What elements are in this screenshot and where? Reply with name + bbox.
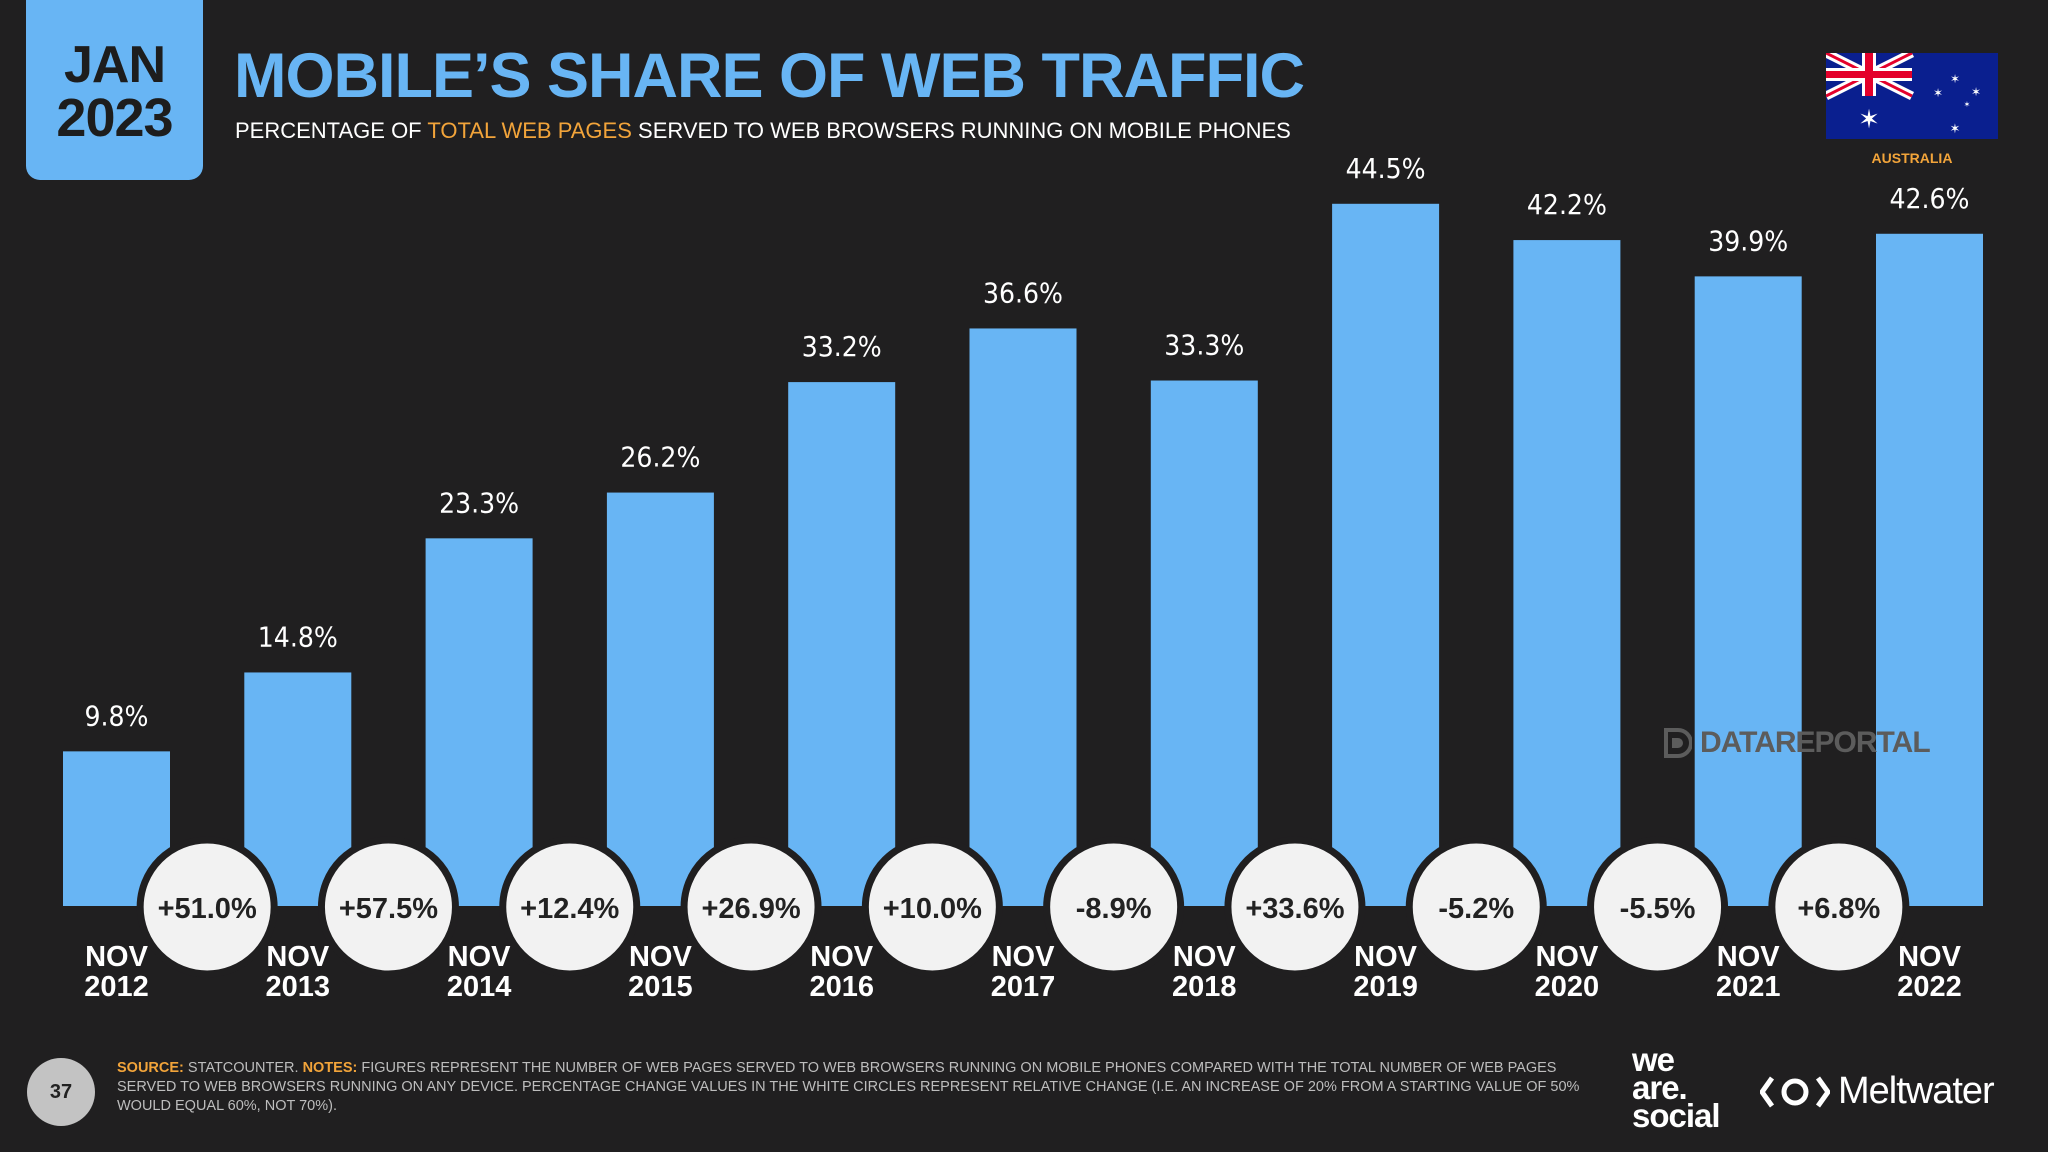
value-label-7: 44.5%	[1346, 152, 1426, 185]
change-circle-5	[1043, 836, 1185, 978]
svg-text:✶: ✶	[1971, 85, 1981, 99]
meltwater-text: Meltwater	[1838, 1070, 1995, 1112]
meltwater-mark-icon	[1760, 1076, 1830, 1107]
date-month: JAN	[63, 36, 166, 94]
change-label-6: +33.6%	[1245, 893, 1344, 925]
value-label-9: 39.9%	[1708, 224, 1788, 257]
change-circle-9	[1768, 836, 1910, 978]
svg-text:✶: ✶	[1950, 121, 1961, 136]
datareportal-watermark: DATAREPORTAL	[1662, 726, 1931, 760]
x-tick-month-5: NOV	[992, 941, 1056, 973]
brand-social: social	[1632, 1097, 1721, 1134]
value-label-0: 9.8%	[85, 699, 149, 732]
subtitle-post: SERVED TO WEB BROWSERS RUNNING ON MOBILE…	[631, 118, 1291, 143]
datareportal-logo-icon	[1664, 728, 1692, 758]
value-label-1: 14.8%	[258, 620, 338, 653]
bar-3	[606, 492, 714, 906]
page-number: 37	[27, 1058, 95, 1126]
svg-text:✶: ✶	[1858, 104, 1880, 134]
subtitle-pre: PERCENTAGE OF	[235, 118, 428, 143]
page-subtitle: PERCENTAGE OF TOTAL WEB PAGES SERVED TO …	[235, 118, 1291, 144]
change-label-3: +26.9%	[701, 893, 800, 925]
bar-8	[1513, 240, 1621, 907]
x-tick-year-8: 2020	[1535, 971, 1600, 1003]
x-tick-month-3: NOV	[629, 941, 693, 973]
x-tick-year-10: 2022	[1897, 971, 1962, 1003]
x-tick-year-6: 2018	[1172, 971, 1237, 1003]
change-circle-2	[499, 836, 641, 978]
svg-text:✶: ✶	[1950, 72, 1960, 86]
brand-we: we	[1632, 1041, 1675, 1078]
x-tick-year-0: 2012	[84, 971, 149, 1003]
brand-are: are.	[1632, 1069, 1688, 1106]
bar-7	[1332, 203, 1440, 907]
date-tab: JAN 2023	[26, 0, 203, 180]
change-circle-6	[1224, 836, 1366, 978]
change-circle-8	[1587, 836, 1729, 978]
notes-text: FIGURES REPRESENT THE NUMBER OF WEB PAGE…	[117, 1060, 1580, 1114]
x-tick-month-2: NOV	[448, 941, 512, 973]
subtitle-highlight: TOTAL WEB PAGES	[427, 118, 632, 143]
change-label-1: +57.5%	[339, 893, 438, 925]
x-tick-month-8: NOV	[1535, 941, 1599, 973]
x-tick-year-5: 2017	[991, 971, 1056, 1003]
x-tick-year-9: 2021	[1716, 971, 1781, 1003]
value-label-6: 33.3%	[1164, 329, 1244, 362]
change-label-9: +6.8%	[1797, 893, 1880, 925]
value-label-3: 26.2%	[620, 441, 700, 474]
change-label-2: +12.4%	[520, 893, 619, 925]
date-year: 2023	[56, 88, 173, 148]
bar-4	[788, 382, 896, 906]
value-label-5: 36.6%	[983, 276, 1063, 309]
watermark-text: DATAREPORTAL	[1700, 726, 1931, 759]
value-label-10: 42.6%	[1889, 182, 1969, 215]
change-circle-7	[1405, 836, 1547, 978]
change-circle-0	[136, 836, 278, 978]
bar-10	[1876, 233, 1983, 907]
svg-text:✶: ✶	[1964, 100, 1971, 109]
bar-9	[1694, 276, 1802, 906]
x-tick-year-4: 2016	[809, 971, 874, 1003]
x-tick-month-10: NOV	[1898, 941, 1962, 973]
x-tick-month-0: NOV	[85, 941, 149, 973]
value-label-2: 23.3%	[439, 486, 519, 519]
x-tick-month-9: NOV	[1717, 941, 1781, 973]
x-tick-month-7: NOV	[1354, 941, 1418, 973]
bar-6	[1150, 380, 1258, 906]
x-tick-year-2: 2014	[447, 971, 512, 1003]
bar-5	[969, 328, 1077, 906]
source-label: SOURCE:	[117, 1060, 184, 1076]
source-text: STATCOUNTER.	[183, 1060, 303, 1076]
australia-flag-icon: ✶ ✶ ✶ ✶ ✶ ✶	[1826, 53, 1998, 139]
value-label-8: 42.2%	[1527, 188, 1607, 221]
change-label-4: +10.0%	[883, 893, 982, 925]
change-circle-3	[680, 836, 822, 978]
change-circle-1	[317, 836, 459, 978]
x-tick-month-4: NOV	[810, 941, 874, 973]
page-title: MOBILE’S SHARE OF WEB TRAFFIC	[234, 41, 1305, 111]
change-circle-4	[861, 836, 1003, 978]
country-label: AUSTRALIA	[1871, 150, 1953, 166]
notes-label: NOTES:	[302, 1060, 358, 1076]
value-label-4: 33.2%	[802, 330, 882, 363]
change-label-0: +51.0%	[158, 893, 257, 925]
x-tick-year-7: 2019	[1353, 971, 1418, 1003]
source-notes: SOURCE: STATCOUNTER. NOTES: FIGURES REPR…	[117, 1059, 1607, 1116]
x-tick-month-1: NOV	[266, 941, 330, 973]
change-label-5: -8.9%	[1076, 893, 1152, 925]
x-tick-month-6: NOV	[1173, 941, 1237, 973]
svg-text:✶: ✶	[1933, 86, 1943, 100]
x-tick-year-3: 2015	[628, 971, 693, 1003]
meltwater-logo: Meltwater	[1760, 1070, 1995, 1113]
bar-2	[425, 538, 533, 906]
we-are-social-logo: we are. social	[1632, 1041, 1721, 1134]
change-label-8: -5.5%	[1620, 893, 1696, 925]
x-tick-year-1: 2013	[266, 971, 331, 1003]
change-label-7: -5.2%	[1438, 893, 1514, 925]
